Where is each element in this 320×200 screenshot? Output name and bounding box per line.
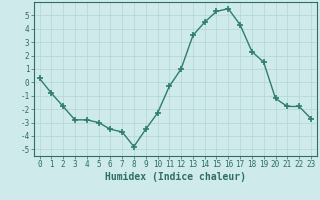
X-axis label: Humidex (Indice chaleur): Humidex (Indice chaleur) xyxy=(105,172,246,182)
